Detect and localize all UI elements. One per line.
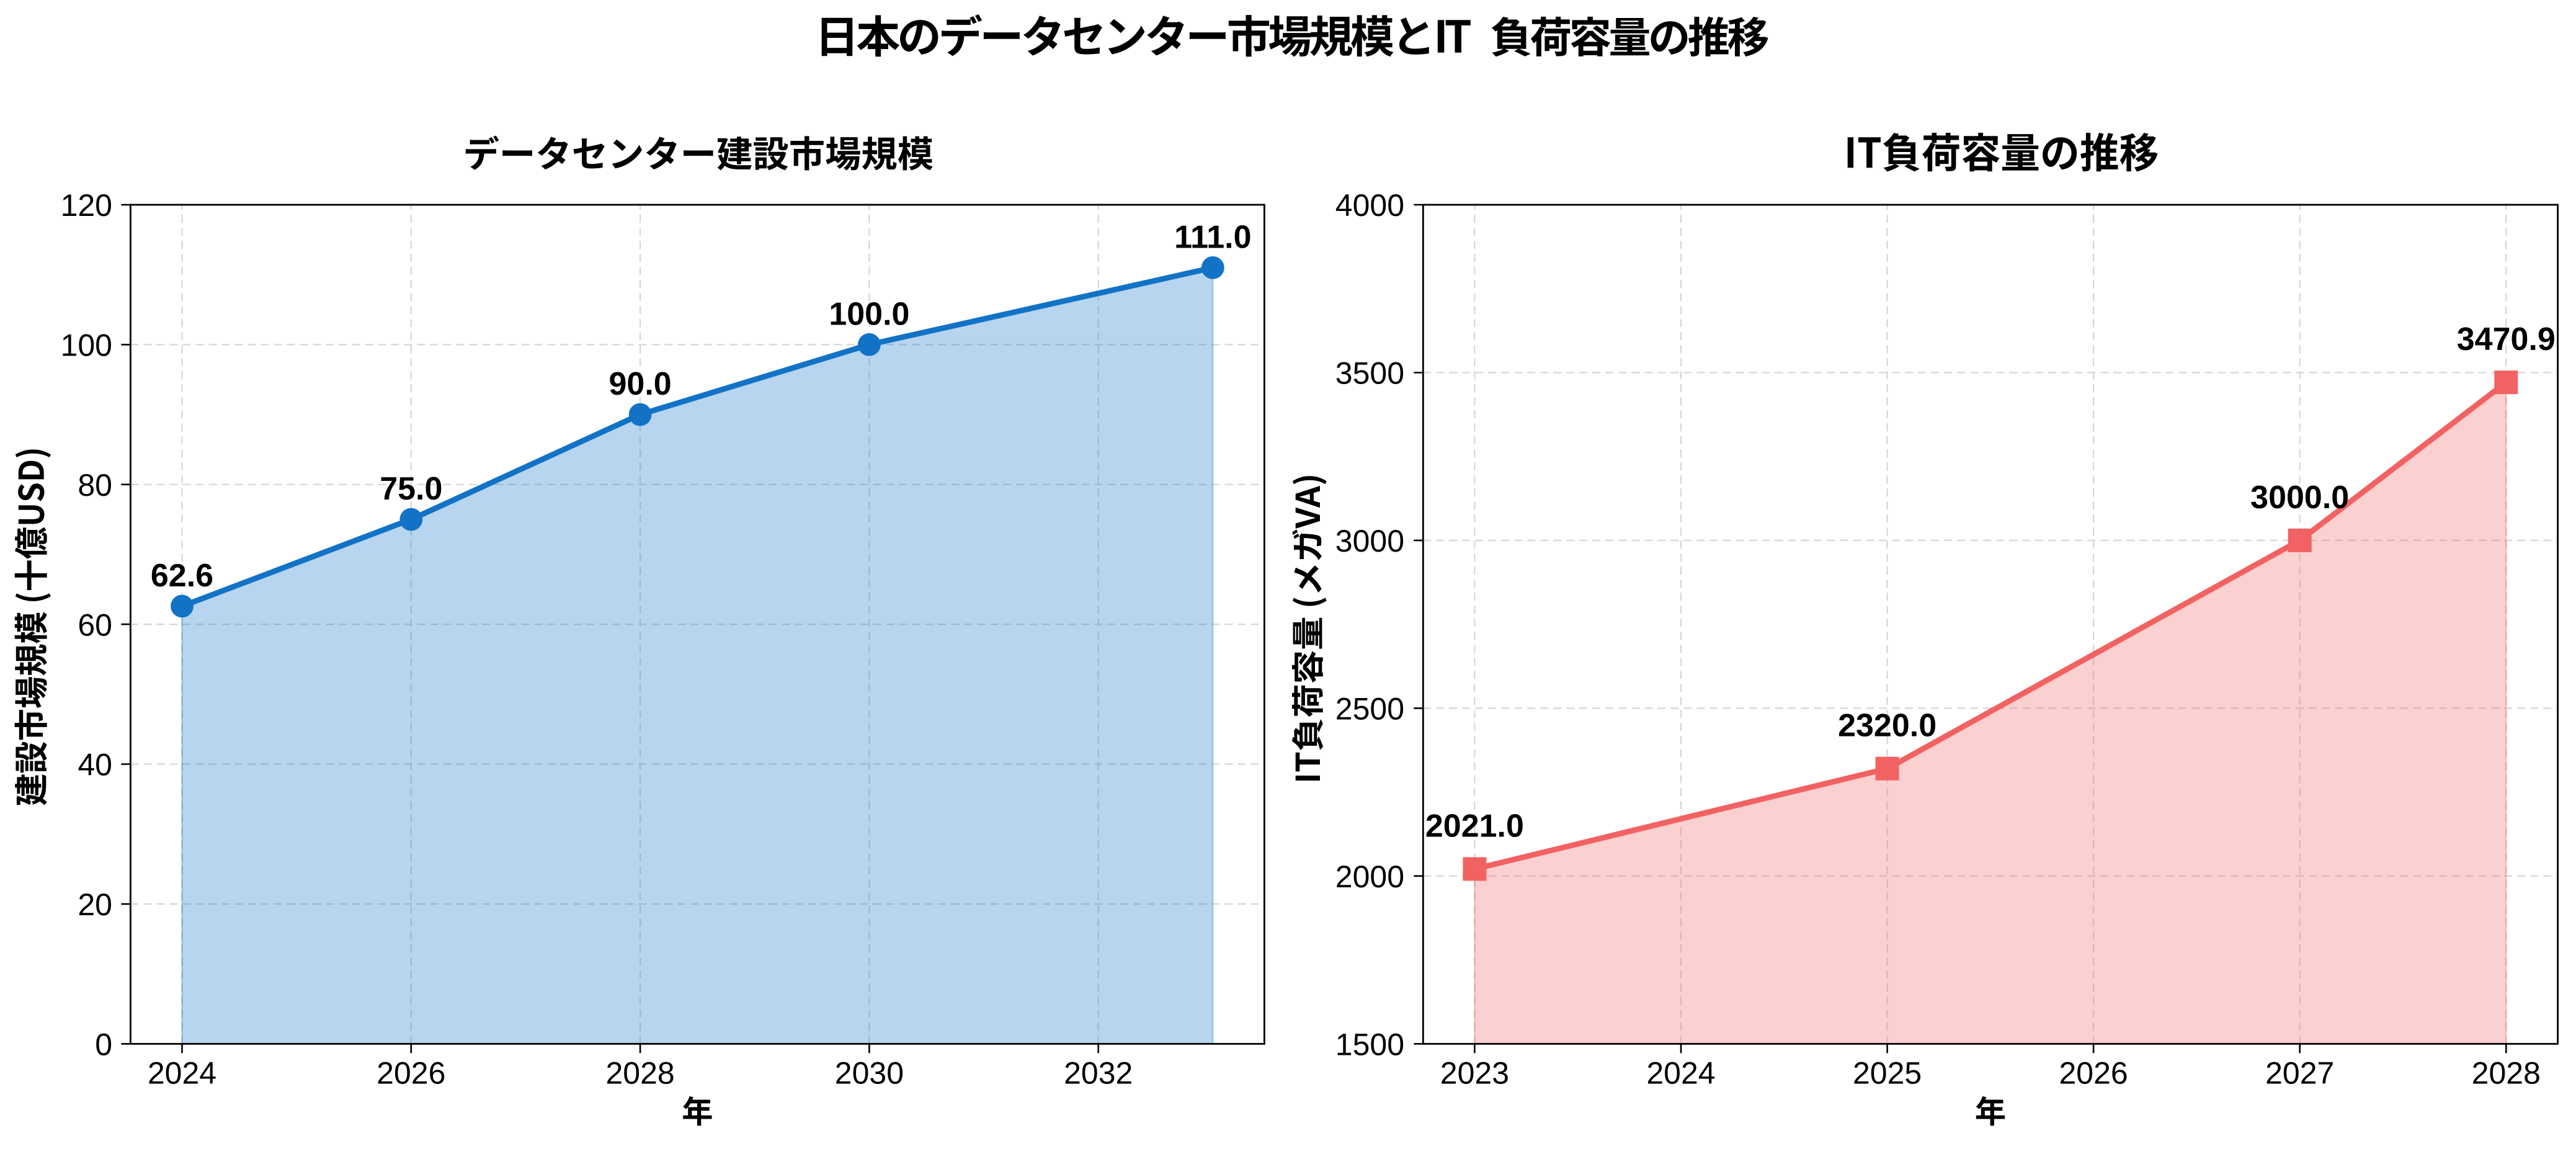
svg-text:2025: 2025 [1853,1056,1922,1091]
svg-text:3500: 3500 [1335,356,1404,391]
svg-text:20: 20 [78,887,112,922]
svg-text:0: 0 [95,1028,112,1062]
svg-text:2320.0: 2320.0 [1838,708,1936,744]
svg-text:2027: 2027 [2265,1056,2334,1091]
svg-text:40: 40 [78,748,112,782]
svg-text:111.0: 111.0 [1174,220,1251,256]
svg-text:2021.0: 2021.0 [1425,808,1524,844]
svg-text:2024: 2024 [148,1056,216,1091]
svg-text:3000.0: 3000.0 [2250,480,2349,516]
svg-text:90.0: 90.0 [608,366,671,402]
svg-text:120: 120 [61,188,112,223]
svg-text:2023: 2023 [1440,1056,1509,1091]
svg-text:2028: 2028 [2472,1056,2541,1091]
svg-text:2026: 2026 [377,1056,445,1091]
svg-text:2026: 2026 [2059,1056,2128,1091]
svg-text:2032: 2032 [1064,1056,1133,1091]
svg-text:3470.9: 3470.9 [2457,321,2556,357]
svg-text:80: 80 [78,468,112,503]
svg-text:75.0: 75.0 [380,471,442,507]
svg-text:100: 100 [61,328,112,363]
svg-text:2000: 2000 [1335,859,1404,894]
svg-text:2028: 2028 [605,1056,674,1091]
svg-text:4000: 4000 [1335,188,1404,223]
svg-text:62.6: 62.6 [151,558,213,594]
svg-text:2500: 2500 [1335,692,1404,727]
svg-text:60: 60 [78,607,112,642]
svg-text:2030: 2030 [835,1056,904,1091]
svg-text:3000: 3000 [1335,524,1404,558]
svg-text:2024: 2024 [1646,1056,1715,1091]
svg-text:1500: 1500 [1335,1028,1404,1062]
svg-text:100.0: 100.0 [829,297,909,333]
